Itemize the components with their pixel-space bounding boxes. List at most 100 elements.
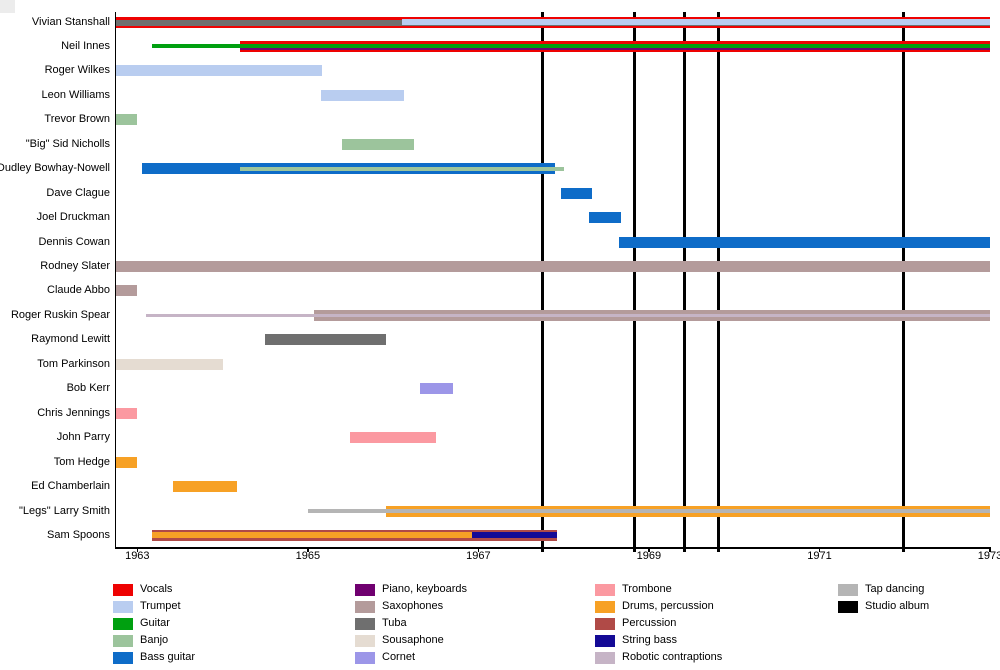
legend-item-drums_percussion: Drums, percussion [595,600,825,614]
bar-sousaphone [116,358,223,370]
member-label: Ed Chamberlain [31,480,110,493]
bar-banjo [341,138,415,150]
legend-label: Trumpet [140,600,181,612]
legend-item-trombone: Trombone [595,583,825,597]
legend-label: Saxophones [382,600,444,612]
legend-swatch-studio_album-icon [838,601,858,613]
legend-item-robotic_contraptions: Robotic contraptions [595,651,825,665]
bar-trombone [350,432,436,444]
bar-drums_percussion [173,481,238,493]
legend-item-cornet: Cornet [355,651,585,665]
legend-label: Cornet [382,651,416,663]
year-tick-mark [818,547,821,552]
member-label: Dennis Cowan [38,235,110,248]
legend-item-trumpet: Trumpet [113,600,343,614]
legend-item-vocals: Vocals [113,583,343,597]
legend-swatch-trumpet-icon [113,601,133,613]
legend-swatch-saxophones-icon [355,601,375,613]
legend-swatch-vocals-icon [113,584,133,596]
bar-tuba [265,334,387,346]
legend-item-tuba: Tuba [355,617,585,631]
legend-label: Drums, percussion [622,600,714,612]
legend-label: Studio album [865,600,930,612]
legend-label: Sousaphone [382,634,444,646]
legend-swatch-robotic_contraptions-icon [595,652,615,664]
legend-item-string_bass: String bass [595,634,825,648]
member-label: "Legs" Larry Smith [19,504,110,517]
bar-trumpet [401,18,990,25]
member-label: Tom Hedge [53,455,110,468]
legend-item-studio_album: Studio album [838,600,1000,614]
member-label: Chris Jennings [37,406,110,419]
legend-swatch-percussion-icon [595,618,615,630]
member-label: Trevor Brown [44,113,110,126]
legend-swatch-sousaphone-icon [355,635,375,647]
legend-label: Tuba [382,617,407,629]
member-label: Claude Abbo [47,284,110,297]
member-label: "Big" Sid Nicholls [25,137,110,150]
member-label: Dave Clague [46,186,110,199]
y-axis-line [114,12,116,547]
legend-item-tap_dancing: Tap dancing [838,583,1000,597]
bar-drums_percussion [151,532,472,539]
corner-artifact [0,0,15,13]
legend-item-banjo: Banjo [113,634,343,648]
album-line [632,12,636,552]
member-label: Rodney Slater [40,260,110,272]
legend-swatch-bass_guitar-icon [113,652,133,664]
member-label: Joel Druckman [36,211,110,224]
bar-banjo [116,114,138,126]
bar-banjo [239,166,564,171]
legend-label: Banjo [140,634,169,646]
bar-trombone [116,407,138,419]
year-tick-mark [136,547,139,552]
bar-bass_guitar [561,187,592,199]
album-line [717,12,721,552]
legend-item-sousaphone: Sousaphone [355,634,585,648]
year-tick-mark [989,547,991,552]
member-label: Bob Kerr [66,382,110,395]
member-label: Neil Innes [61,39,110,52]
member-label: John Parry [56,431,110,444]
legend-label: Piano, keyboards [382,583,467,595]
bar-bass_guitar [619,236,990,248]
legend-item-percussion: Percussion [595,617,825,631]
legend-item-bass_guitar: Bass guitar [113,651,343,665]
bar-cornet [420,383,453,395]
legend-swatch-tuba-icon [355,618,375,630]
album-line [683,12,687,552]
legend-label: Bass guitar [140,651,196,663]
bar-trumpet [320,89,405,101]
member-label: Raymond Lewitt [31,333,110,346]
album-line [901,12,905,552]
year-tick-label: 1963 [125,550,150,562]
legend-swatch-drums_percussion-icon [595,601,615,613]
year-tick-mark [648,547,650,552]
legend-label: Trombone [622,583,672,595]
legend-swatch-guitar-icon [113,618,133,630]
legend-swatch-cornet-icon [355,652,375,664]
year-tick-mark [477,547,480,552]
bar-guitar [151,43,990,49]
year-tick-label: 1969 [636,550,662,562]
bar-saxophones [116,261,990,272]
bar-robotic_contraptions [145,314,990,317]
legend-label: Tap dancing [865,583,925,595]
bar-trumpet [116,65,323,77]
member-label: Tom Parkinson [37,357,110,370]
legend-swatch-tap_dancing-icon [838,584,858,596]
legend-item-saxophones: Saxophones [355,600,585,614]
member-label: Roger Wilkes [44,64,110,77]
legend-swatch-trombone-icon [595,584,615,596]
member-label: Dudley Bowhay-Nowell [0,162,110,175]
bar-saxophones [116,285,138,297]
year-tick-label: 1971 [807,550,832,562]
album-line [540,12,544,552]
year-tick-label: 1967 [466,550,491,562]
year-tick-mark [307,547,309,552]
member-label: Sam Spoons [47,528,110,541]
bar-bass_guitar [589,212,621,224]
legend-swatch-piano_keyboards-icon [355,584,375,596]
legend-label: Robotic contraptions [622,651,723,663]
year-tick-label: 1973 [977,550,1000,562]
